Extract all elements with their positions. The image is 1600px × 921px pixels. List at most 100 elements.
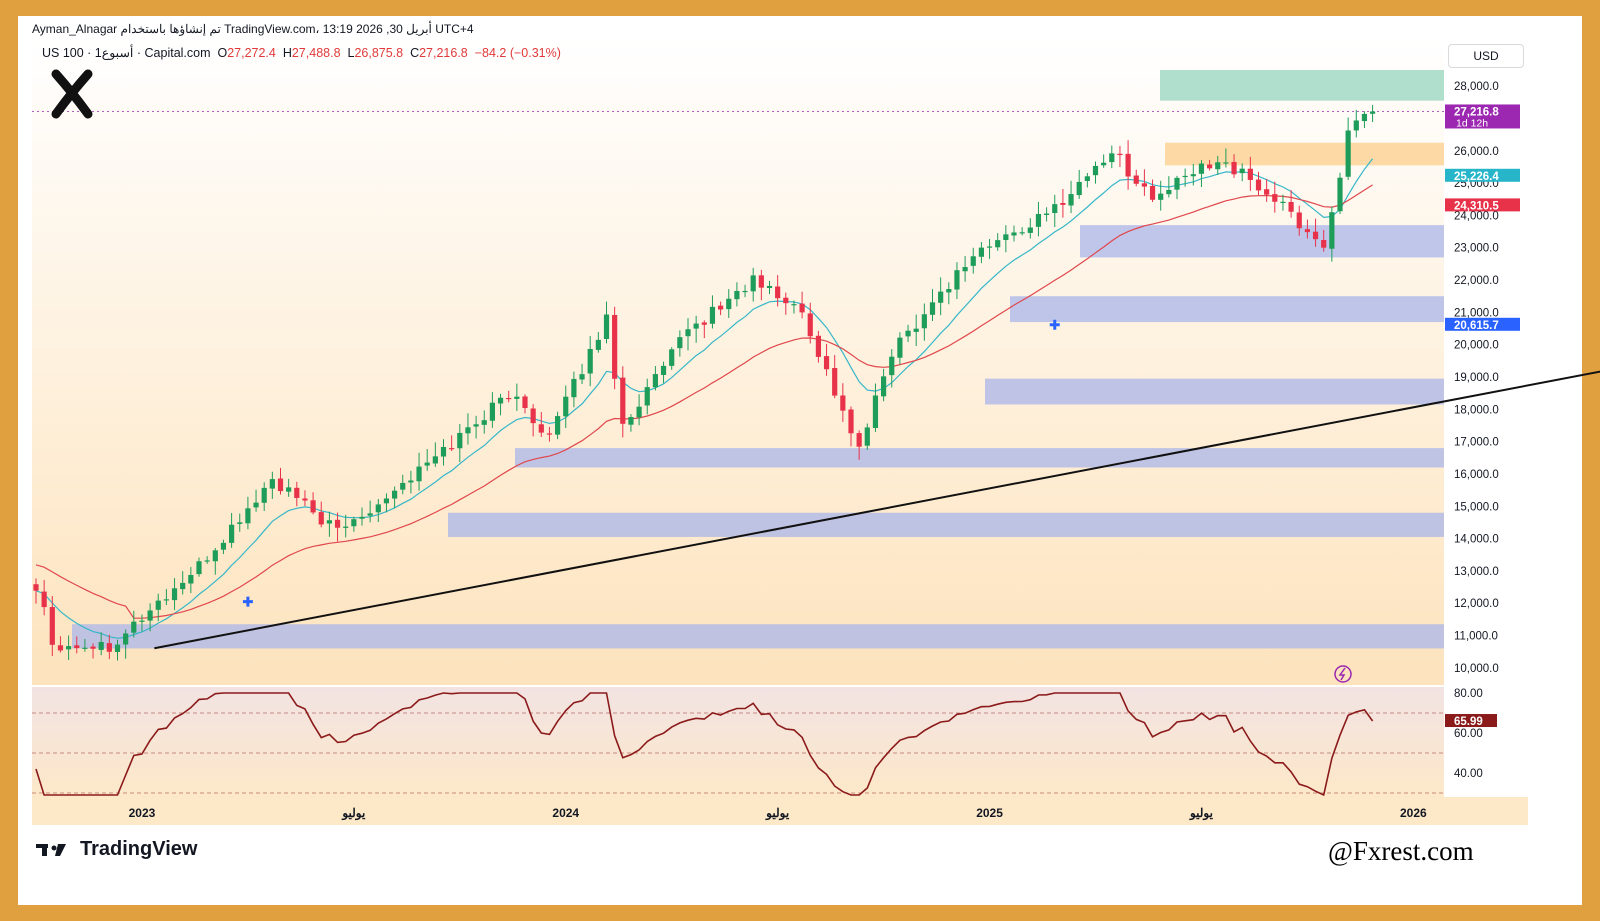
candle-body[interactable]	[921, 314, 927, 329]
candle-body[interactable]	[1076, 181, 1082, 196]
candle-body[interactable]	[1174, 177, 1180, 190]
candle-body[interactable]	[1003, 234, 1009, 241]
candle-body[interactable]	[1345, 130, 1351, 177]
candle-body[interactable]	[522, 396, 528, 409]
candle-body[interactable]	[832, 368, 838, 396]
candle-body[interactable]	[783, 297, 789, 304]
candle-body[interactable]	[1370, 111, 1376, 114]
candle-body[interactable]	[660, 365, 667, 376]
candle-body[interactable]	[392, 490, 398, 499]
candle-body[interactable]	[1223, 162, 1229, 164]
candle-body[interactable]	[1068, 194, 1074, 206]
candle-body[interactable]	[1125, 153, 1131, 177]
candle-body[interactable]	[929, 302, 936, 315]
candle-body[interactable]	[383, 498, 390, 504]
candle-body[interactable]	[416, 466, 422, 482]
candle-body[interactable]	[848, 409, 854, 434]
candle-body[interactable]	[620, 377, 626, 424]
candle-body[interactable]	[1133, 175, 1139, 184]
candle-body[interactable]	[253, 502, 259, 508]
candle-body[interactable]	[465, 427, 471, 434]
symbol-info[interactable]: US 100 · 1أسبوع · Capital.com	[42, 46, 211, 60]
candle-body[interactable]	[440, 447, 447, 457]
candle-body[interactable]	[196, 561, 202, 575]
candle-body[interactable]	[978, 247, 984, 257]
support-zone[interactable]	[985, 378, 1444, 405]
candle-body[interactable]	[1027, 227, 1033, 233]
supply-zone[interactable]	[1165, 142, 1444, 166]
candle-body[interactable]	[693, 323, 699, 329]
candle-body[interactable]	[82, 647, 88, 649]
candle-body[interactable]	[163, 599, 169, 601]
candle-body[interactable]	[701, 322, 707, 325]
candle-body[interactable]	[1304, 229, 1310, 233]
candle-body[interactable]	[98, 641, 104, 650]
candle-body[interactable]	[66, 646, 72, 650]
candle-body[interactable]	[220, 542, 227, 550]
candle-body[interactable]	[563, 396, 569, 417]
candle-body[interactable]	[766, 285, 773, 289]
candle-body[interactable]	[1312, 231, 1319, 240]
candle-body[interactable]	[758, 275, 764, 288]
candle-body[interactable]	[367, 513, 373, 516]
candle-body[interactable]	[57, 645, 64, 651]
candle-body[interactable]	[1141, 183, 1147, 187]
candle-body[interactable]	[1264, 189, 1270, 195]
candle-body[interactable]	[1329, 212, 1335, 249]
candle-body[interactable]	[791, 304, 797, 306]
candle-body[interactable]	[318, 512, 324, 525]
candle-body[interactable]	[1117, 153, 1123, 156]
candle-body[interactable]	[530, 408, 536, 424]
candle-body[interactable]	[277, 478, 284, 492]
candle-body[interactable]	[261, 487, 267, 503]
crossover-marker[interactable]	[242, 596, 253, 607]
candle-body[interactable]	[750, 275, 756, 292]
target-zone[interactable]	[1160, 70, 1444, 101]
candle-body[interactable]	[1272, 194, 1278, 202]
candle-body[interactable]	[106, 643, 112, 652]
candle-body[interactable]	[775, 286, 781, 299]
candle-body[interactable]	[1035, 213, 1042, 227]
candle-body[interactable]	[1337, 177, 1343, 212]
candle-body[interactable]	[1207, 164, 1213, 169]
candle-body[interactable]	[114, 644, 121, 653]
candle-body[interactable]	[139, 620, 145, 622]
candle-body[interactable]	[310, 500, 316, 513]
candle-body[interactable]	[1092, 165, 1099, 176]
candle-body[interactable]	[612, 314, 618, 379]
candle-body[interactable]	[326, 520, 332, 524]
support-zone[interactable]	[72, 624, 1444, 649]
candle-body[interactable]	[628, 417, 634, 425]
candle-body[interactable]	[579, 374, 585, 380]
candle-body[interactable]	[351, 519, 357, 527]
candle-body[interactable]	[489, 402, 495, 421]
candle-body[interactable]	[457, 432, 463, 449]
candle-body[interactable]	[636, 406, 642, 418]
candle-body[interactable]	[1166, 189, 1172, 195]
candle-body[interactable]	[188, 574, 194, 584]
candle-body[interactable]	[473, 424, 479, 427]
candle-body[interactable]	[1255, 179, 1262, 191]
candle-body[interactable]	[33, 584, 39, 591]
candle-body[interactable]	[302, 498, 308, 501]
candle-body[interactable]	[726, 298, 732, 310]
candle-body[interactable]	[603, 314, 610, 339]
rsi-line[interactable]	[35, 692, 1374, 797]
candle-body[interactable]	[970, 256, 976, 266]
candle-body[interactable]	[815, 335, 821, 357]
candle-body[interactable]	[245, 508, 251, 524]
candle-body[interactable]	[432, 456, 438, 464]
candle-body[interactable]	[408, 480, 414, 483]
candle-body[interactable]	[881, 376, 887, 397]
candle-body[interactable]	[49, 607, 55, 645]
candle-body[interactable]	[1353, 120, 1359, 131]
candle-body[interactable]	[449, 448, 455, 450]
candle-body[interactable]	[652, 374, 658, 388]
candle-body[interactable]	[807, 313, 813, 337]
candle-body[interactable]	[1247, 168, 1253, 180]
alert-icon[interactable]	[1334, 665, 1352, 683]
candle-body[interactable]	[1198, 163, 1205, 174]
candle-body[interactable]	[497, 397, 504, 404]
candle-body[interactable]	[1321, 240, 1327, 248]
candle-body[interactable]	[400, 482, 406, 490]
